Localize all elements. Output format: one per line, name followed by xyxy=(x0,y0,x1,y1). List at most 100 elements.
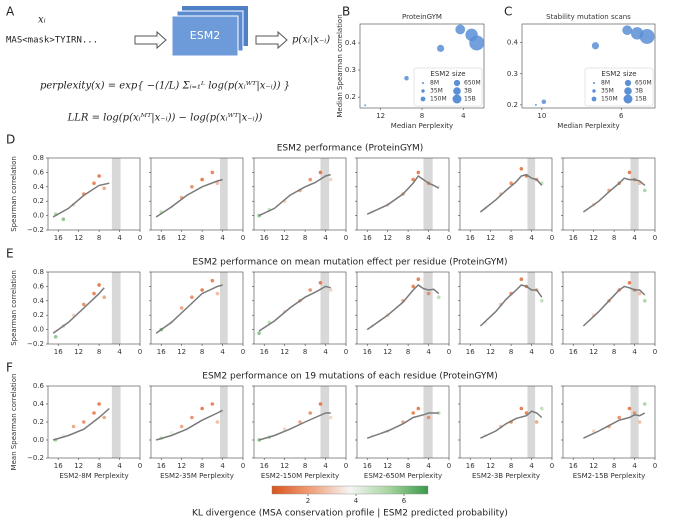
x-tick-label: 12 xyxy=(177,348,186,356)
point xyxy=(318,402,323,406)
x-tick-label: 8 xyxy=(509,462,513,470)
x-axis-label: ESM2-35M Perplexity xyxy=(160,472,234,480)
x-tick-label: 12 xyxy=(280,348,289,356)
x-tick-label: 0 xyxy=(344,348,348,356)
point xyxy=(318,281,323,285)
legend-label: 150M xyxy=(430,96,447,103)
x-tick-label: 16 xyxy=(260,462,269,470)
x-axis-label: ESM2-3B Perplexity xyxy=(472,472,540,480)
x-tick-label: 4 xyxy=(632,348,637,356)
trend-line xyxy=(583,412,646,439)
x-tick-label: 4 xyxy=(632,234,637,242)
panel-letter: D xyxy=(6,133,15,147)
x-tick-label: 8 xyxy=(612,348,616,356)
point xyxy=(190,295,194,300)
y-tick-label: 0.8 xyxy=(33,268,44,276)
y-tick-label: 0.0 xyxy=(33,436,44,444)
x-tick-label: 4 xyxy=(426,348,431,356)
x-tick-label: 4 xyxy=(461,112,466,120)
bubble xyxy=(437,44,445,52)
point xyxy=(97,402,101,406)
legend-label: 8M xyxy=(601,80,610,87)
plot-frame xyxy=(459,271,553,345)
x-tick-label: 8 xyxy=(406,462,410,470)
x-tick-label: 4 xyxy=(529,462,534,470)
x-tick-label: 16 xyxy=(157,348,166,356)
y-tick-label: 0.6 xyxy=(33,168,45,176)
x-tick-label: 0 xyxy=(138,234,142,242)
point xyxy=(190,415,194,420)
point xyxy=(102,415,107,420)
x-tick-label: 8 xyxy=(509,348,513,356)
point xyxy=(519,277,524,282)
x-tick-label: 10 xyxy=(537,112,546,120)
point xyxy=(81,302,86,307)
shade-band xyxy=(527,158,536,230)
x-tick-label: 12 xyxy=(589,234,598,242)
plot-frame xyxy=(459,157,553,231)
x-tick-label: 16 xyxy=(363,234,372,242)
legend-box xyxy=(413,67,483,107)
y-tick-label: 0.0 xyxy=(33,326,44,334)
x-tick-label: 8 xyxy=(200,462,204,470)
point xyxy=(190,185,194,189)
x-tick-label: 8 xyxy=(509,234,513,242)
x-tick-label: 16 xyxy=(363,462,372,470)
shade-band xyxy=(423,272,433,344)
point xyxy=(637,420,642,424)
point xyxy=(426,291,431,296)
model-box xyxy=(171,15,239,57)
x-tick-label: 4 xyxy=(117,348,122,356)
point xyxy=(200,406,204,411)
point xyxy=(92,411,96,415)
x-tick-label: 4 xyxy=(632,462,637,470)
point xyxy=(426,415,431,420)
point xyxy=(328,288,333,292)
row-title: ESM2 performance on mean mutation effect… xyxy=(192,258,507,268)
x-tick-label: 8 xyxy=(420,112,424,120)
plot-frame xyxy=(521,23,656,109)
shade-band xyxy=(111,158,121,230)
x-tick-label: 12 xyxy=(486,234,495,242)
y-tick-label: 0.3 xyxy=(507,70,518,78)
x-tick-label: 0 xyxy=(344,234,348,242)
legend-box xyxy=(584,67,654,107)
point xyxy=(534,420,539,424)
trend-line xyxy=(52,182,110,218)
legend-marker xyxy=(452,94,462,104)
shade-band xyxy=(320,158,330,230)
point xyxy=(282,427,287,432)
x-tick-label: 4 xyxy=(117,462,122,470)
chart-title: Stability mutation scans xyxy=(546,13,631,21)
point xyxy=(71,424,76,429)
x-tick-label: 0 xyxy=(653,234,657,242)
arrow xyxy=(255,30,288,50)
legend-marker xyxy=(623,94,633,104)
x-tick-label: 8 xyxy=(97,348,101,356)
x-tick-label: 8 xyxy=(200,348,204,356)
point xyxy=(53,335,58,339)
trend-line xyxy=(52,407,110,441)
point xyxy=(416,170,421,175)
point xyxy=(328,415,333,420)
x-tick-label: 16 xyxy=(466,348,475,356)
x-tick-label: 16 xyxy=(260,234,269,242)
x-tick-label: 4 xyxy=(529,348,534,356)
legend-label: 15B xyxy=(635,96,647,103)
trend-line xyxy=(155,284,223,334)
point xyxy=(210,170,215,175)
x-tick-label: 16 xyxy=(157,462,166,470)
point xyxy=(416,406,421,411)
y-tick-label: 0.6 xyxy=(33,382,45,390)
point xyxy=(436,295,441,300)
point xyxy=(81,420,86,424)
x-tick-label: 12 xyxy=(589,462,598,470)
y-tick-label: 0.2 xyxy=(33,197,44,205)
colorbar-tick-label: 2 xyxy=(306,497,310,505)
point xyxy=(509,181,513,185)
point xyxy=(308,411,313,415)
legend-marker xyxy=(453,79,461,87)
x-tick-label: 16 xyxy=(54,462,63,470)
shade-band xyxy=(220,158,228,230)
